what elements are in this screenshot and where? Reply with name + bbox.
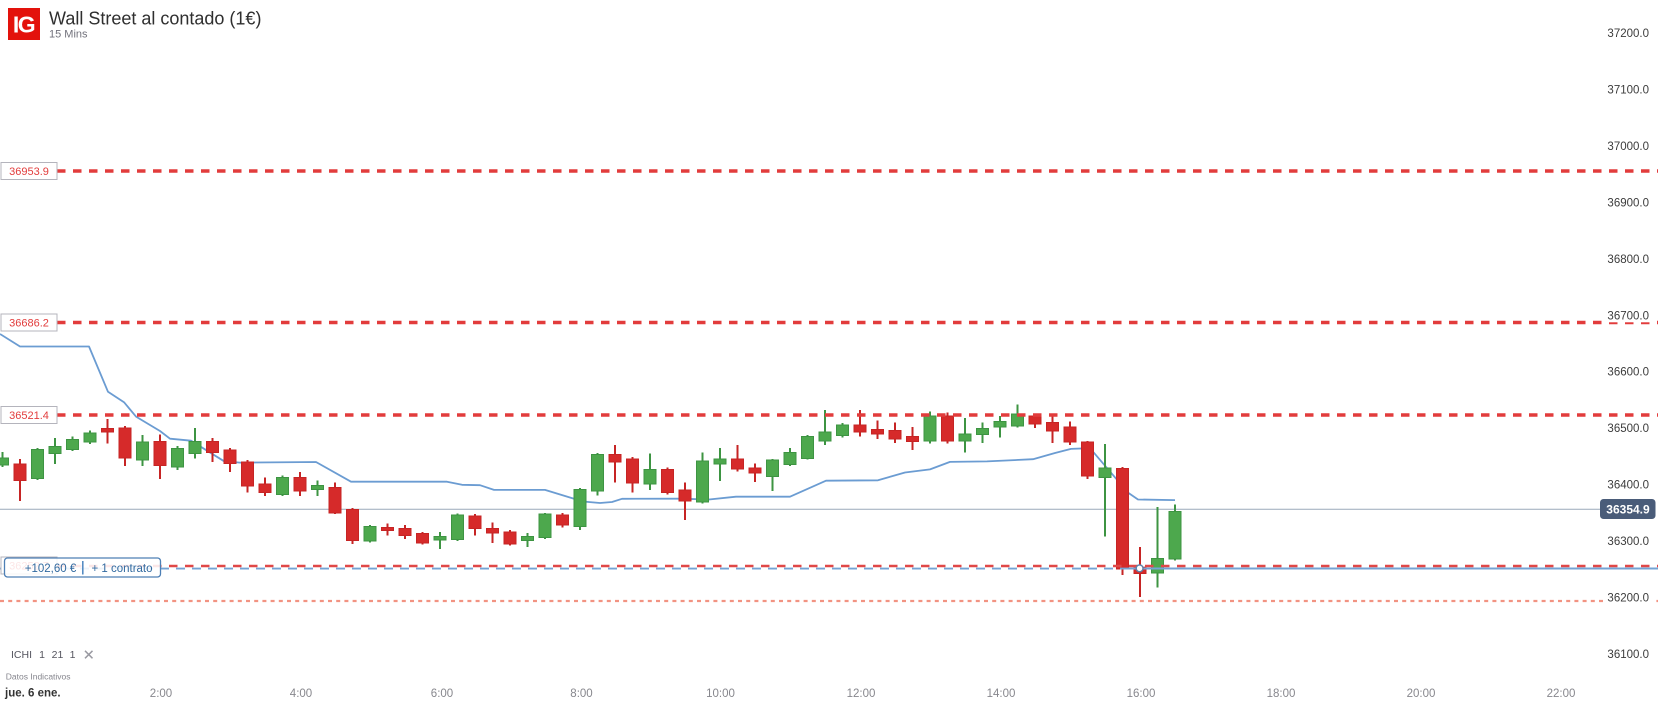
svg-text:14:00: 14:00 bbox=[987, 688, 1016, 700]
svg-text:36800.0: 36800.0 bbox=[1607, 254, 1649, 266]
svg-text:36953.9: 36953.9 bbox=[9, 166, 49, 178]
svg-text:10:00: 10:00 bbox=[706, 688, 735, 700]
svg-text:36900.0: 36900.0 bbox=[1607, 197, 1649, 209]
svg-text:37200.0: 37200.0 bbox=[1607, 28, 1649, 40]
svg-text:20:00: 20:00 bbox=[1407, 688, 1436, 700]
svg-text:Datos Indicativos: Datos Indicativos bbox=[6, 671, 71, 681]
svg-text:12:00: 12:00 bbox=[847, 688, 876, 700]
svg-text:+ 1 contrato: + 1 contrato bbox=[91, 563, 152, 575]
svg-text:36521.4: 36521.4 bbox=[9, 410, 49, 422]
svg-text:22:00: 22:00 bbox=[1547, 688, 1576, 700]
svg-text:36500.0: 36500.0 bbox=[1607, 423, 1649, 435]
svg-text:16:00: 16:00 bbox=[1127, 688, 1156, 700]
svg-text:36400.0: 36400.0 bbox=[1607, 480, 1649, 492]
svg-text:8:00: 8:00 bbox=[570, 688, 592, 700]
svg-text:36200.0: 36200.0 bbox=[1607, 593, 1649, 605]
svg-text:1: 1 bbox=[70, 649, 76, 661]
svg-text:18:00: 18:00 bbox=[1267, 688, 1296, 700]
svg-text:2:00: 2:00 bbox=[150, 688, 172, 700]
svg-text:IG: IG bbox=[13, 12, 35, 38]
svg-text:36300.0: 36300.0 bbox=[1607, 536, 1649, 548]
svg-text:15 Mins: 15 Mins bbox=[49, 29, 88, 41]
svg-text:ICHI: ICHI bbox=[11, 649, 32, 661]
svg-text:1: 1 bbox=[39, 649, 45, 661]
svg-text:6:00: 6:00 bbox=[431, 688, 453, 700]
svg-text:36354.9: 36354.9 bbox=[1606, 503, 1650, 517]
svg-text:36686.2: 36686.2 bbox=[9, 318, 49, 330]
svg-text:36700.0: 36700.0 bbox=[1607, 310, 1649, 322]
svg-text:37000.0: 37000.0 bbox=[1607, 141, 1649, 153]
svg-text:36600.0: 36600.0 bbox=[1607, 367, 1649, 379]
svg-text:Wall Street al contado (1€): Wall Street al contado (1€) bbox=[49, 9, 261, 29]
svg-text:21: 21 bbox=[52, 649, 64, 661]
svg-text:36100.0: 36100.0 bbox=[1607, 649, 1649, 661]
svg-text:jue. 6 ene.: jue. 6 ene. bbox=[4, 688, 61, 700]
svg-text:+102,60 €: +102,60 € bbox=[25, 563, 77, 575]
svg-text:4:00: 4:00 bbox=[290, 688, 312, 700]
svg-text:37100.0: 37100.0 bbox=[1607, 84, 1649, 96]
